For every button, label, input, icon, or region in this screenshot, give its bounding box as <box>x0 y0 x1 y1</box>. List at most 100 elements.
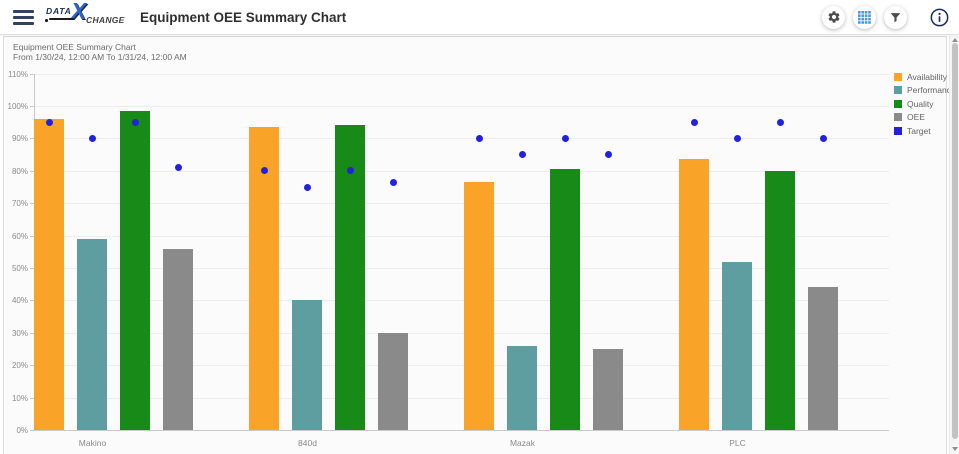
target-point-mazak-quality[interactable] <box>561 134 569 142</box>
y-axis-tick-label: 110% <box>8 69 28 79</box>
h-gridline <box>34 397 889 399</box>
logo-swoosh <box>49 18 74 20</box>
target-point-840d-oee[interactable] <box>389 178 397 186</box>
y-axis-tick <box>30 300 34 302</box>
bar-quality-plc[interactable] <box>765 170 795 430</box>
target-point-mazak-performance[interactable] <box>518 151 526 159</box>
legend-label: Performance <box>907 85 956 96</box>
bar-performance-makino[interactable] <box>77 238 107 430</box>
x-axis-label-840d: 840d <box>298 438 317 448</box>
menu-bar <box>13 9 34 13</box>
scrollbar-thumb[interactable] <box>951 43 958 439</box>
h-gridline <box>34 300 889 302</box>
bar-performance-840d[interactable] <box>292 300 322 430</box>
x-axis-label-mazak: Mazak <box>509 438 536 448</box>
legend-label: OEE <box>907 112 925 123</box>
bar-availability-makino[interactable] <box>34 118 64 430</box>
scrollbar-up-arrow[interactable] <box>951 38 958 42</box>
target-point-makino-performance[interactable] <box>88 134 96 142</box>
y-axis-tick <box>30 106 34 107</box>
bar-performance-plc[interactable] <box>722 261 752 430</box>
dataxchange-logo: DATA X CHANGE <box>45 0 125 31</box>
bar-availability-840d[interactable] <box>249 127 279 430</box>
y-axis-tick-label: 20% <box>11 361 28 371</box>
y-axis-tick-label: 40% <box>11 296 28 306</box>
gear-icon <box>828 11 839 23</box>
menu-bar <box>13 15 34 19</box>
logo-swoosh-dot <box>45 19 48 22</box>
x-axis-label-makino: Makino <box>78 438 107 448</box>
legend-item-performance[interactable]: Performance <box>894 84 956 98</box>
bar-oee-makino[interactable] <box>163 248 193 430</box>
target-point-makino-availability[interactable] <box>45 118 53 126</box>
bar-oee-840d[interactable] <box>378 332 408 430</box>
target-point-840d-availability[interactable] <box>260 167 268 175</box>
legend-label: Target <box>907 125 931 136</box>
menu-bar <box>13 21 34 25</box>
target-point-plc-quality[interactable] <box>776 118 784 126</box>
info-button[interactable] <box>929 7 949 27</box>
y-axis-tick-label: 30% <box>11 328 28 338</box>
y-axis-tick <box>30 397 34 399</box>
h-gridline <box>34 203 889 205</box>
app-header: DATA X CHANGE Equipment OEE Summary Char… <box>0 0 959 35</box>
bar-quality-makino[interactable] <box>120 110 150 430</box>
legend-marker-target <box>894 126 902 135</box>
legend-label: Quality <box>907 98 934 109</box>
bar-quality-840d[interactable] <box>335 125 365 430</box>
scrollbar-down-arrow[interactable] <box>951 447 958 451</box>
bar-performance-mazak[interactable] <box>507 345 537 430</box>
grid-view-button[interactable] <box>853 5 876 29</box>
y-axis-tick-label: 10% <box>11 393 28 403</box>
h-gridline <box>34 106 889 107</box>
target-point-makino-quality[interactable] <box>131 118 139 126</box>
legend-item-availability[interactable]: Availability <box>894 70 956 84</box>
h-gridline <box>34 332 889 334</box>
target-point-840d-quality[interactable] <box>346 167 354 175</box>
target-point-plc-performance[interactable] <box>733 134 741 142</box>
h-gridline <box>34 365 889 367</box>
target-point-mazak-availability[interactable] <box>475 134 483 142</box>
legend-marker-oee <box>894 113 902 122</box>
bar-availability-mazak[interactable] <box>464 182 494 430</box>
legend-label: Availability <box>907 71 948 82</box>
y-axis-tick-label: 90% <box>11 134 28 144</box>
legend-item-oee[interactable]: OEE <box>894 111 956 125</box>
chart-plot-area: 0% 10% 20% 30% 40% 50% 60% 70% 80% 90% 100% 110% Mak… <box>4 37 946 454</box>
header-actions <box>822 5 959 29</box>
y-axis-tick <box>30 203 34 205</box>
info-icon <box>930 8 948 26</box>
vertical-scrollbar[interactable] <box>949 36 959 454</box>
legend-item-quality[interactable]: Quality <box>894 97 956 111</box>
y-axis-tick <box>30 332 34 334</box>
target-point-plc-availability[interactable] <box>690 118 698 126</box>
bar-oee-mazak[interactable] <box>593 349 623 430</box>
target-point-makino-oee[interactable] <box>174 164 182 172</box>
menu-icon[interactable] <box>13 9 34 25</box>
target-point-840d-performance[interactable] <box>303 183 311 191</box>
h-gridline <box>34 138 889 140</box>
bar-availability-plc[interactable] <box>679 159 709 430</box>
h-gridline <box>34 430 889 431</box>
y-axis-tick-label: 80% <box>11 166 28 176</box>
chart-title: Equipment OEE Summary Chart <box>13 42 136 52</box>
chart-card: Equipment OEE Summary Chart From 1/30/24… <box>3 36 956 454</box>
target-point-plc-oee[interactable] <box>819 134 827 142</box>
x-axis-label-plc: PLC <box>729 438 746 448</box>
logo-text-change: CHANGE <box>86 15 125 25</box>
y-axis-tick <box>30 138 34 140</box>
settings-button[interactable] <box>822 5 845 29</box>
logo-text-data: DATA <box>46 6 72 16</box>
chart-legend: Availability Performance Quality OEE Target <box>894 70 956 138</box>
y-axis-tick-label: 60% <box>11 231 28 241</box>
logo-text-x: X <box>71 0 87 24</box>
grid-icon <box>858 10 871 24</box>
y-axis-tick <box>30 235 34 237</box>
y-axis-tick <box>30 268 34 269</box>
filter-button[interactable] <box>884 5 907 29</box>
legend-item-target[interactable]: Target <box>894 124 956 138</box>
bar-quality-mazak[interactable] <box>550 169 580 430</box>
y-axis-tick <box>30 430 34 431</box>
bar-oee-plc[interactable] <box>808 287 838 430</box>
target-point-mazak-oee[interactable] <box>604 151 612 159</box>
